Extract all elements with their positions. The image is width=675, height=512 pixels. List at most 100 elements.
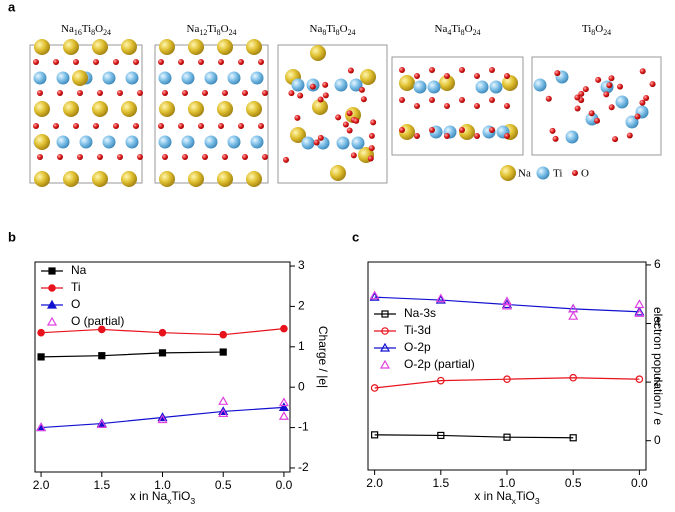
atom-ti xyxy=(536,166,550,180)
y-tick-label: 6 xyxy=(654,257,661,271)
atom-o xyxy=(549,127,556,134)
text-part: 24 xyxy=(229,28,237,37)
structure-cell xyxy=(277,44,388,184)
atom-ti xyxy=(301,136,315,150)
data-point xyxy=(437,431,445,440)
atom-o xyxy=(117,154,123,160)
atom-o xyxy=(162,90,168,96)
atom-o xyxy=(262,154,268,160)
atom-o xyxy=(238,123,244,129)
atom-o xyxy=(133,123,139,129)
atom-na xyxy=(63,101,79,117)
y-tick-label: -2 xyxy=(298,460,309,474)
atom-o xyxy=(198,123,204,129)
atom-o xyxy=(370,119,377,126)
atom-o xyxy=(347,67,354,74)
legend-label: O-2p xyxy=(404,340,431,354)
atom-o xyxy=(137,154,143,160)
atom-o xyxy=(137,90,143,96)
atom-o xyxy=(57,154,63,160)
data-point xyxy=(280,324,288,333)
atom-o xyxy=(93,123,99,129)
atom-na xyxy=(188,101,204,117)
atom-na xyxy=(217,101,233,117)
atom-o xyxy=(73,59,79,65)
data-point xyxy=(98,352,106,360)
atom-na xyxy=(500,165,516,181)
atom-o xyxy=(603,91,610,98)
atom-o xyxy=(552,135,559,142)
atom-o xyxy=(77,90,83,96)
atom-ti xyxy=(250,135,264,149)
atom-na xyxy=(34,101,50,117)
atom-o xyxy=(574,94,581,101)
atom-o xyxy=(37,154,43,160)
text-part: Na xyxy=(61,23,74,35)
atom-o xyxy=(489,97,495,103)
x-tick-label: 0.5 xyxy=(565,476,582,490)
atom-o xyxy=(399,127,405,133)
legend-label: Na xyxy=(71,263,87,277)
atom-na xyxy=(188,171,204,187)
atom-o xyxy=(309,83,316,90)
atom-ti xyxy=(204,71,218,85)
atom-ti xyxy=(291,78,305,92)
atom-na xyxy=(439,75,455,91)
atom-o xyxy=(198,59,204,65)
atom-o xyxy=(367,155,374,162)
atom-o xyxy=(626,132,633,139)
atom-o xyxy=(113,59,119,65)
x-tick-label: 2.0 xyxy=(33,478,50,492)
legend-label: Ti-3d xyxy=(404,323,431,337)
structure-cell xyxy=(154,44,269,184)
atom-o xyxy=(360,96,367,103)
atom-o xyxy=(342,121,349,128)
atom-o xyxy=(97,90,103,96)
text-part: 8 xyxy=(322,28,326,37)
data-point xyxy=(370,384,379,392)
legend-marker xyxy=(48,284,56,292)
data-point xyxy=(569,434,577,442)
atom-o xyxy=(158,59,164,65)
text-part: 4 xyxy=(447,28,451,37)
atom-o xyxy=(608,75,615,82)
atom-o xyxy=(202,90,208,96)
text-part: 8 xyxy=(217,28,221,37)
series-line xyxy=(374,377,640,389)
data-point xyxy=(634,308,645,317)
text-part: 16 xyxy=(74,28,82,37)
panel-label: c xyxy=(352,229,359,244)
text-part: O xyxy=(465,23,473,35)
atom-na xyxy=(399,75,415,91)
atom-o xyxy=(258,59,264,65)
x-tick-label: 1.5 xyxy=(432,476,449,490)
atom-legend-label: O xyxy=(581,168,589,180)
atom-o xyxy=(53,123,59,129)
y-axis-title: electron population / e xyxy=(651,307,665,425)
text-part: Ti xyxy=(582,23,591,35)
atom-na xyxy=(63,171,79,187)
atom-ti xyxy=(475,80,489,94)
y-tick-label: 2 xyxy=(654,374,661,388)
y-tick-label: -1 xyxy=(298,420,309,434)
legend-label: Na-3s xyxy=(404,306,436,320)
atom-ti xyxy=(625,115,639,129)
atom-ti xyxy=(413,80,427,94)
atom-o xyxy=(594,117,601,124)
atom-o xyxy=(218,123,224,129)
atom-o xyxy=(350,152,357,159)
atom-o xyxy=(582,86,589,93)
atom-o xyxy=(346,110,353,117)
atom-o xyxy=(77,154,83,160)
structure-formula: Na12Ti8O24 xyxy=(187,23,237,38)
data-point xyxy=(278,411,289,420)
x-tick-label: 0.0 xyxy=(276,478,293,492)
atom-na xyxy=(360,69,376,85)
legend-marker xyxy=(379,342,391,352)
data-point xyxy=(158,349,167,357)
text-part: Na xyxy=(187,23,200,35)
atom-na xyxy=(121,171,137,187)
text-part: 8 xyxy=(461,28,465,37)
text-part: 12 xyxy=(199,28,207,37)
y-axis-title: Charge / |e| xyxy=(316,326,330,388)
